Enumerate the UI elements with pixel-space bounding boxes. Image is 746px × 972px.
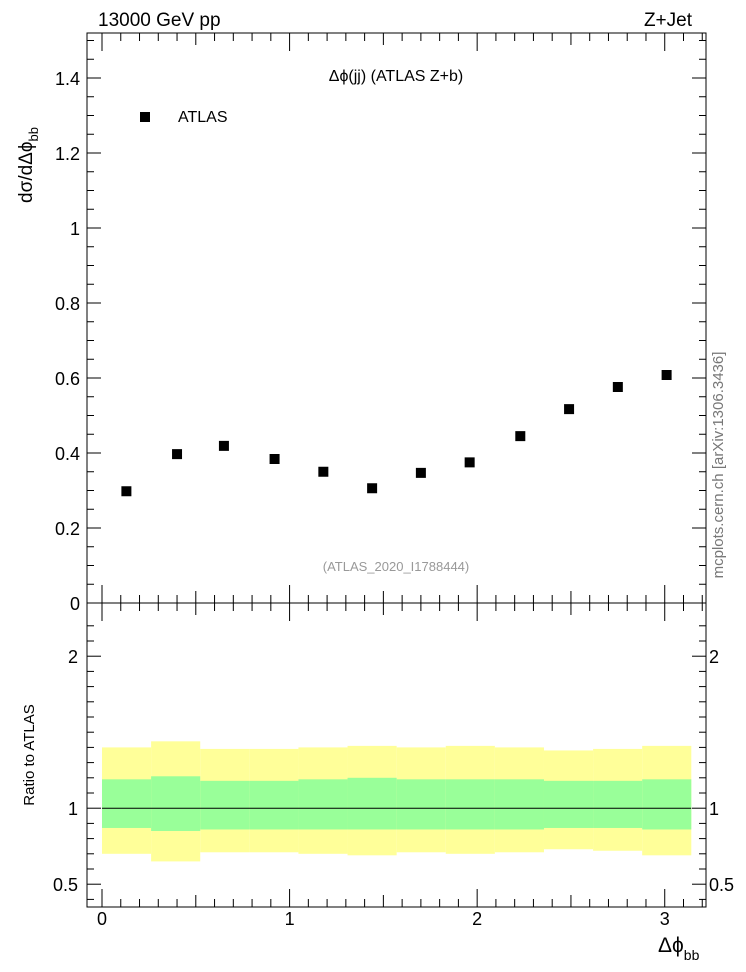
ratio-y-ticks: 0.5 0.5 1 1 2 2 (53, 625, 734, 900)
atlas-data-point (318, 466, 329, 477)
atlas-data-point (515, 431, 526, 442)
main-y-tick-label: 0.4 (55, 444, 80, 464)
main-x-ticks (101, 33, 703, 603)
ratio-frame (86, 602, 707, 908)
ratio-inner-band (151, 776, 201, 831)
header-right: Z+Jet (644, 10, 693, 31)
main-y-tick-label: 0.8 (55, 294, 80, 314)
main-y-tick-label: 0 (70, 594, 80, 614)
side-label: mcplots.cern.ch [arXiv:1306.3436] (710, 352, 727, 579)
atlas-data-point (661, 370, 672, 380)
atlas-data-points (121, 370, 672, 497)
ratio-panel: 0.5 0.5 1 1 2 2 0 1 2 3 Ratio to ATLAS Δϕbb (21, 602, 734, 963)
ratio-y-tick-label-right: 1 (709, 799, 719, 819)
side-label-text: mcplots.cern.ch [arXiv:1306.3436] (710, 352, 727, 579)
ratio-x-ticks: 0 1 2 3 (97, 603, 703, 929)
ratio-inner-band (642, 779, 692, 830)
main-y-label-subscript: bb (26, 127, 41, 141)
atlas-data-point (415, 467, 426, 478)
ratio-inner-band (593, 780, 643, 828)
ratio-inner-band (347, 777, 397, 830)
ratio-y-tick-label: 0.5 (53, 875, 78, 895)
x-tick-label: 0 (97, 909, 107, 929)
svg-text:dσ/dΔϕbb: dσ/dΔϕbb (16, 127, 41, 203)
ratio-bands (102, 741, 692, 862)
atlas-data-point (564, 404, 575, 415)
main-panel: 00.20.40.60.811.21.4 Δϕ(jj) (ATLAS Z+b) … (16, 32, 707, 614)
main-y-ticks: 0 0.2 0.4 0.6 0.8 1 1.2 1.4 (55, 40, 706, 614)
atlas-data-point (218, 440, 229, 451)
ratio-inner-band (445, 779, 495, 830)
x-tick-label: 2 (472, 909, 482, 929)
watermark: (ATLAS_2020_I1788444) (323, 559, 469, 574)
ratio-inner-band (249, 780, 299, 830)
main-y-tick-label: 0.2 (55, 519, 80, 539)
ratio-x-label: Δϕbb (658, 934, 700, 963)
main-y-label: dσ/dΔϕbb (16, 127, 41, 203)
ratio-y-label-text: Ratio to ATLAS (21, 704, 38, 805)
ratio-inner-band (298, 779, 348, 830)
main-title: Δϕ(jj) (ATLAS Z+b) (329, 68, 463, 85)
ratio-x-label-subscript: bb (684, 947, 700, 963)
x-tick-label: 1 (285, 909, 295, 929)
atlas-data-point (612, 382, 623, 392)
ratio-inner-band (102, 779, 152, 828)
legend-marker (140, 112, 150, 122)
ratio-y-tick-label: 1 (68, 799, 78, 819)
atlas-data-point (367, 483, 378, 494)
ratio-x-label-text: Δϕ (658, 934, 684, 957)
main-y-tick-label: 1.2 (55, 144, 80, 164)
main-y-tick-label: 1 (70, 219, 80, 239)
main-y-tick-label: 0.6 (55, 369, 80, 389)
legend-label: ATLAS (178, 109, 228, 126)
ratio-inner-band (543, 780, 594, 828)
ratio-inner-band (494, 779, 544, 830)
x-tick-label: 3 (660, 909, 670, 929)
ratio-y-tick-label-right: 0.5 (709, 875, 734, 895)
atlas-data-point (121, 486, 132, 497)
atlas-data-point (269, 454, 280, 464)
ratio-y-label: Ratio to ATLAS (21, 704, 38, 805)
ratio-inner-band (200, 780, 250, 830)
main-y-label-text: dσ/dΔϕ (16, 141, 37, 202)
ratio-y-tick-label-right: 2 (709, 647, 719, 667)
header-left: 13000 GeV pp (98, 10, 221, 31)
main-y-tick-label: 1.4 (55, 69, 80, 89)
ratio-inner-band (396, 779, 446, 830)
atlas-data-point (172, 449, 183, 460)
atlas-data-point (464, 457, 475, 468)
ratio-y-tick-label: 2 (68, 647, 78, 667)
